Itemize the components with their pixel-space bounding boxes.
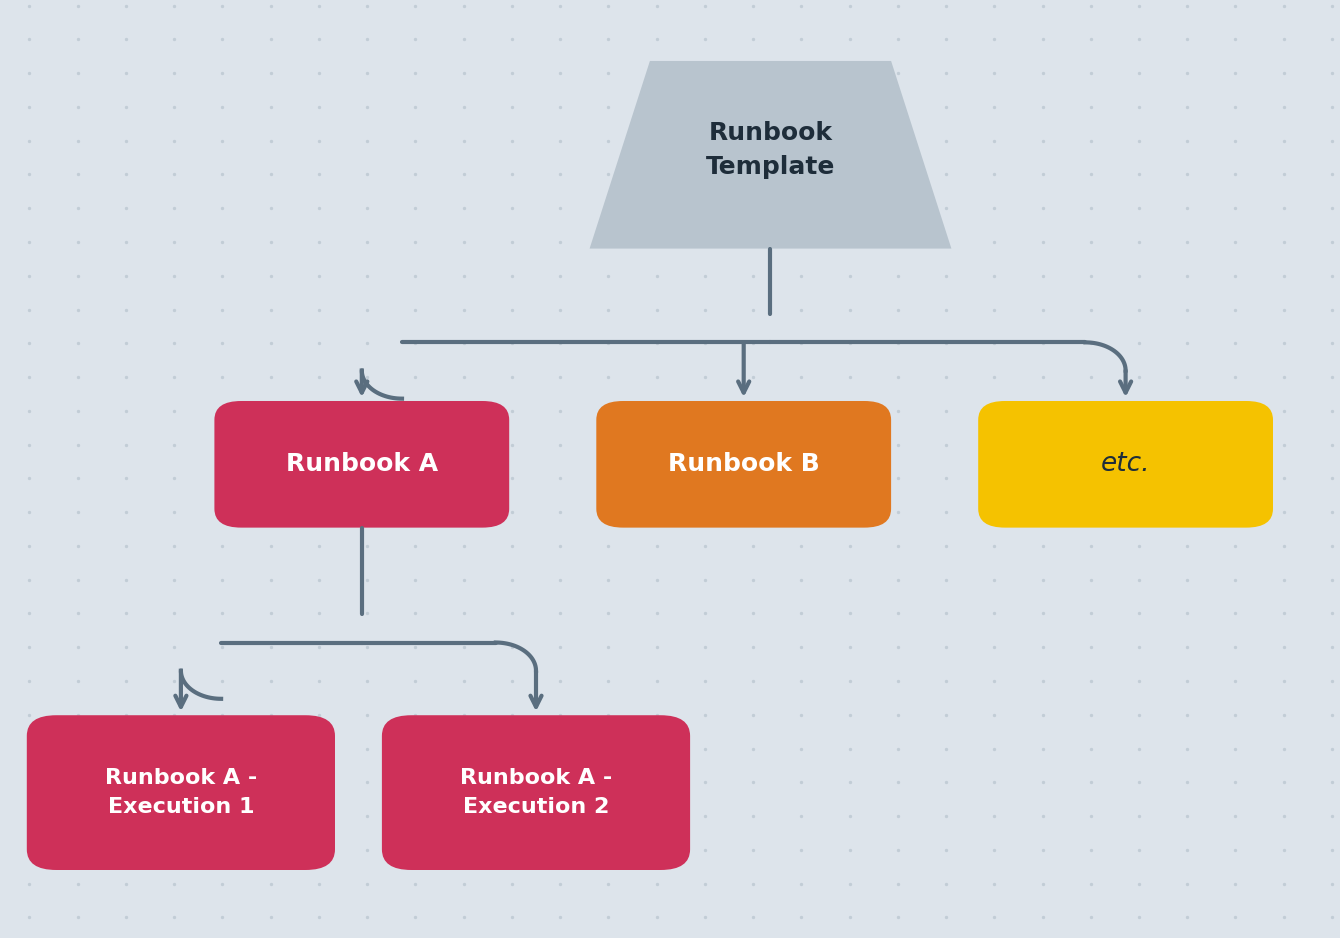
Text: Runbook A: Runbook A [285,452,438,477]
Text: etc.: etc. [1101,451,1150,477]
Text: Runbook B: Runbook B [667,452,820,477]
FancyBboxPatch shape [27,715,335,870]
FancyBboxPatch shape [978,401,1273,527]
FancyBboxPatch shape [214,401,509,527]
Text: Runbook A -
Execution 1: Runbook A - Execution 1 [105,768,257,817]
FancyBboxPatch shape [596,401,891,527]
Text: Runbook
Template: Runbook Template [706,121,835,179]
Polygon shape [590,61,951,249]
FancyBboxPatch shape [382,715,690,870]
Text: Runbook A -
Execution 2: Runbook A - Execution 2 [460,768,612,817]
